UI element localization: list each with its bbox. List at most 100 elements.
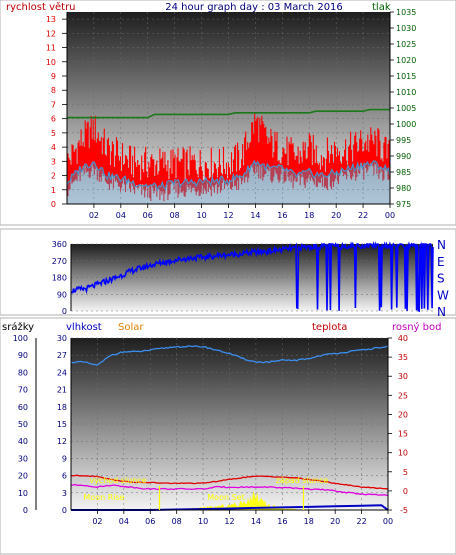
x-tick-label-thermo: 02: [92, 517, 102, 526]
x-tick-label-thermo: 08: [172, 517, 182, 526]
temperature-axis-title: teplota: [312, 322, 347, 333]
humidity-tick-label: 24: [57, 368, 67, 377]
rain-tick-label: 70: [18, 386, 28, 395]
rain-tick-label: 40: [18, 437, 28, 446]
wind-tick-label: 5: [51, 129, 56, 138]
pressure-tick-label: 1000: [396, 120, 416, 129]
chart-title: 24 hour graph day : 03 March 2016: [165, 2, 343, 13]
series-pressure: [67, 108, 390, 119]
series-wind-average: [66, 159, 391, 192]
direction-tick-label: 180: [52, 274, 67, 283]
temperature-tick-label: 20: [398, 410, 408, 419]
x-tick-label-thermo: 00: [383, 517, 393, 526]
x-tick-label-thermo: 10: [198, 517, 208, 526]
wind-tick-label: 12: [46, 29, 56, 38]
wind-tick-label: 2: [51, 172, 56, 181]
direction-tick-label: 0: [62, 307, 67, 316]
x-tick-label-thermo: 04: [119, 517, 129, 526]
series-wind-direction: [70, 241, 434, 313]
series-humidity: [70, 345, 389, 366]
wind-tick-label: 9: [51, 72, 56, 81]
compass-tick-label: W: [437, 288, 449, 302]
pressure-tick-label: 1030: [396, 24, 416, 33]
x-tick-label: 12: [223, 211, 233, 220]
temperature-tick-label: 30: [398, 372, 408, 381]
x-tick-label: 06: [143, 211, 153, 220]
x-tick-label-thermo: 12: [224, 517, 234, 526]
x-tick-label-thermo: 20: [330, 517, 340, 526]
humidity-tick-label: 18: [57, 403, 67, 412]
rain-axis-title: srážky: [2, 321, 34, 333]
pressure-tick-label: 1005: [396, 104, 416, 113]
x-tick-label: 04: [116, 211, 126, 220]
wind-tick-label: 0: [51, 200, 56, 209]
rain-tick-label: 60: [18, 403, 28, 412]
x-tick-label: 14: [250, 211, 260, 220]
pressure-tick-label: 1010: [396, 88, 416, 97]
humidity-tick-label: 3: [62, 489, 67, 498]
panel-frame-direction: [0, 228, 456, 316]
x-tick-label: 18: [304, 211, 314, 220]
humidity-axis-title: vlhkost: [66, 322, 102, 333]
humidity-tick-label: 0: [62, 506, 67, 515]
humidity-tick-label: 21: [57, 386, 67, 395]
series-solar: [71, 490, 388, 510]
sunset-label: západ slunce: [276, 476, 329, 485]
pressure-tick-label: 1035: [396, 8, 416, 17]
moonset-label: Moon Set: [207, 493, 244, 502]
x-tick-label: 02: [89, 211, 99, 220]
rain-tick-label: 90: [18, 351, 28, 360]
pressure-tick-label: 990: [396, 152, 411, 161]
x-tick-label: 16: [277, 211, 287, 220]
temperature-tick-label: 25: [398, 391, 408, 400]
pressure-tick-label: 980: [396, 184, 411, 193]
x-tick-label: 08: [170, 211, 180, 220]
x-tick-label-thermo: 16: [277, 517, 287, 526]
pressure-tick-label: 985: [396, 168, 411, 177]
wind-tick-label: 13: [46, 15, 56, 24]
panel-frame-thermo: [0, 317, 456, 555]
pressure-tick-label: 1020: [396, 56, 416, 65]
rain-tick-label: 100: [13, 334, 28, 343]
humidity-tick-label: 12: [57, 437, 67, 446]
solar-title: Solar: [118, 322, 144, 333]
x-tick-label-thermo: 22: [356, 517, 366, 526]
temperature-tick-label: 15: [398, 430, 408, 439]
wind-tick-label: 7: [51, 100, 56, 109]
x-tick-label-thermo: 18: [304, 517, 314, 526]
x-tick-label: 22: [358, 211, 368, 220]
dewpoint-axis-title: rosný bod: [392, 321, 441, 333]
temperature-tick-label: -5: [400, 506, 408, 515]
rain-tick-label: 80: [18, 368, 28, 377]
wind-tick-label: 1: [51, 186, 56, 195]
direction-tick-label: 270: [52, 257, 67, 266]
x-tick-label: 20: [331, 211, 341, 220]
x-tick-label-thermo: 06: [145, 517, 155, 526]
wind-tick-label: 4: [51, 143, 56, 152]
compass-tick-label: N: [437, 238, 446, 252]
humidity-tick-label: 9: [62, 454, 67, 463]
temperature-tick-label: 40: [398, 334, 408, 343]
humidity-tick-label: 27: [57, 351, 67, 360]
series-dewpoint: [70, 483, 389, 497]
compass-tick-label: S: [437, 272, 445, 286]
rain-tick-label: 30: [18, 454, 28, 463]
humidity-tick-label: 6: [62, 472, 67, 481]
rain-tick-label: 10: [18, 489, 28, 498]
pressure-tick-label: 995: [396, 136, 411, 145]
pressure-tick-label: 1015: [396, 72, 416, 81]
rain-tick-label: 20: [18, 472, 28, 481]
pressure-axis-title: tlak: [372, 2, 391, 13]
humidity-tick-label: 30: [57, 334, 67, 343]
wind-tick-label: 11: [46, 44, 56, 53]
wind-tick-label: 6: [51, 115, 56, 124]
pressure-tick-label: 1025: [396, 40, 416, 49]
x-tick-label: 10: [196, 211, 206, 220]
temperature-tick-label: 35: [398, 353, 408, 362]
wind-tick-label: 3: [51, 157, 56, 166]
temperature-tick-label: 0: [403, 487, 408, 496]
wind-tick-label: 8: [51, 86, 56, 95]
x-tick-label: 00: [385, 211, 395, 220]
